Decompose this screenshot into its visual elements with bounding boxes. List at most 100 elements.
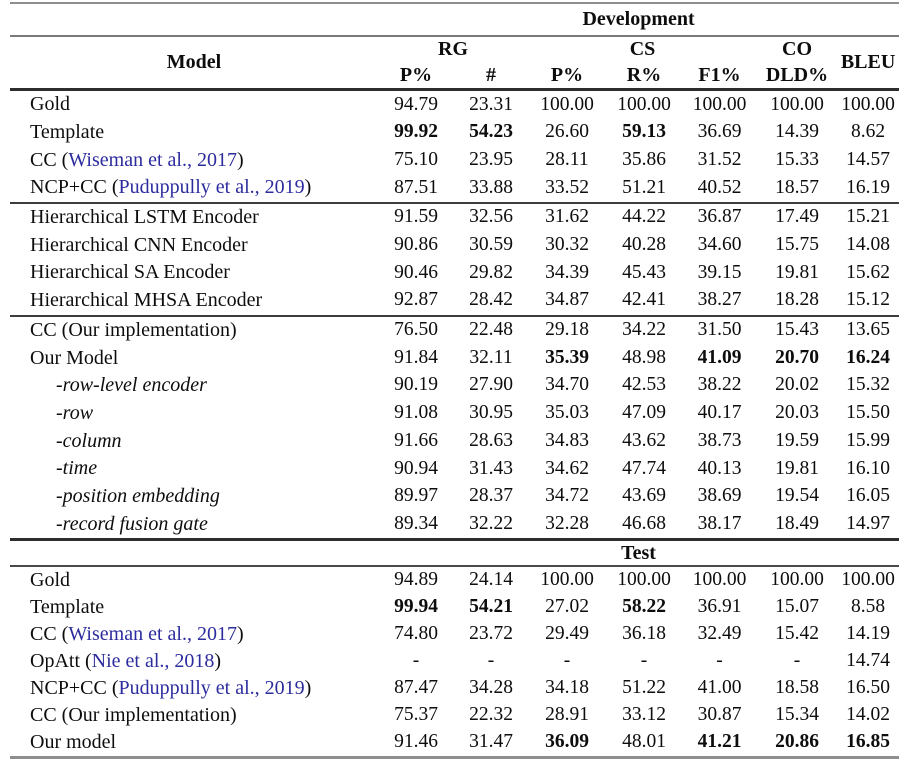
- model-label-suffix: ): [236, 148, 244, 171]
- metric-value: 36.87: [682, 201, 757, 232]
- test-header-row: Test: [10, 538, 900, 567]
- metric-value: 15.32: [846, 374, 890, 396]
- model-name: CC (Our implementation): [10, 314, 378, 345]
- metric-value: 16.05: [846, 485, 890, 507]
- metric-group-header-row: Model RG CS CO BLEU: [10, 36, 900, 91]
- metric-value: 33.12: [622, 704, 666, 726]
- metric-value: 46.68: [622, 512, 666, 534]
- metric-value: 28.42: [469, 289, 513, 311]
- citation-link[interactable]: Nie et al., 2018: [91, 650, 215, 672]
- metric-value: 32.56: [454, 201, 528, 232]
- metric-value: 91.08: [394, 402, 438, 424]
- metric-value: 16.50: [846, 677, 890, 699]
- metric-value: 42.53: [622, 374, 666, 396]
- metric-value: 76.50: [378, 314, 454, 345]
- metric-value: -: [412, 650, 420, 672]
- model-name: Template: [10, 119, 378, 147]
- metric-value: 94.79: [394, 93, 438, 115]
- test-section-title: Test: [378, 538, 900, 567]
- metric-value: 14.57: [846, 148, 890, 170]
- metric-value: 28.37: [469, 485, 513, 507]
- table-row: Gold 94.89 24.14 100.00 100.00 100.00 100.00 10…: [10, 566, 899, 594]
- test-section-body: Gold 94.89 24.14 100.00 100.00 100.00 100.00 10…: [10, 566, 900, 759]
- metric-value: 100.00: [692, 569, 747, 591]
- metric-value: 34.39: [545, 261, 589, 283]
- metric-value: 39.15: [697, 261, 742, 283]
- metric-value: 22.48: [454, 314, 528, 345]
- metric-value: 100.00: [617, 93, 671, 115]
- metric-value: 16.24: [846, 346, 890, 368]
- table-row: -column 91.66 28.63 34.83 43.62 38.73 19.59 15.…: [10, 427, 899, 455]
- metric-value: 92.87: [394, 289, 438, 311]
- citation-link[interactable]: Puduppully et al., 2019: [118, 677, 305, 699]
- table-row: -row-level encoder 90.19 27.90 34.70 42.53 38…: [10, 372, 899, 400]
- model-label: Our Model: [30, 346, 119, 369]
- metric-value: 32.22: [469, 512, 513, 534]
- metric-value: 18.28: [775, 289, 819, 311]
- metric-value: 16.85: [837, 729, 900, 759]
- metric-value: 87.51: [394, 176, 438, 198]
- metric-value: 91.66: [394, 429, 438, 451]
- rg-group-header: RG: [438, 38, 468, 60]
- metric-value: 31.52: [697, 148, 742, 170]
- model-label: OpAtt (: [30, 650, 92, 672]
- metric-value: 32.28: [545, 512, 589, 534]
- metric-value: 47.74: [622, 457, 666, 479]
- table-row: CC (Our implementation) 75.37 22.32 28.91 33…: [10, 702, 899, 729]
- metric-value: 32.11: [469, 346, 513, 368]
- model-name: Hierarchical SA Encoder: [10, 259, 378, 287]
- metric-value: 91.46: [378, 729, 454, 759]
- metric-value: 100.00: [841, 93, 895, 115]
- metric-value: 15.99: [846, 429, 890, 451]
- metric-value: 100.00: [540, 569, 594, 591]
- metric-value: 34.70: [545, 374, 589, 396]
- cs-f1-header: F1%: [682, 62, 757, 91]
- model-label: Hierarchical MHSA Encoder: [30, 289, 263, 312]
- citation-link[interactable]: Wiseman et al., 2017: [68, 623, 237, 645]
- model-label-suffix: ): [214, 650, 222, 672]
- metric-value: 14.97: [846, 512, 890, 534]
- metric-value: 40.17: [697, 402, 742, 424]
- metric-value: 22.32: [469, 704, 513, 726]
- metric-value: 17.49: [757, 201, 837, 232]
- model-name: CC (Wiseman et al., 2017): [10, 621, 378, 648]
- model-label: Hierarchical SA Encoder: [30, 261, 230, 284]
- model-name: Our model: [10, 729, 378, 759]
- model-label: Template: [30, 121, 105, 144]
- metric-value: 38.69: [697, 485, 742, 507]
- table-row: CC (Our implementation) 76.50 22.48 29.18 34…: [10, 314, 900, 345]
- model-name: Gold: [10, 90, 378, 119]
- table-row: -record fusion gate 89.34 32.22 32.28 46.68 3…: [10, 510, 899, 539]
- metric-value: 15.62: [846, 261, 890, 283]
- metric-value: 23.72: [469, 623, 513, 645]
- model-label: NCP+CC (: [30, 176, 119, 199]
- metric-value: 58.22: [622, 596, 666, 618]
- metric-value: 90.19: [394, 374, 438, 396]
- metric-value: 38.17: [697, 512, 742, 534]
- metric-value: 34.87: [545, 289, 589, 311]
- metric-value: 23.31: [469, 93, 513, 115]
- metric-value: 41.21: [682, 729, 757, 759]
- metric-value: 30.32: [545, 234, 589, 256]
- development-header-row: Development: [10, 2, 900, 37]
- metric-value: 30.87: [697, 704, 742, 726]
- metric-value: 34.72: [545, 485, 589, 507]
- metric-value: 19.59: [775, 429, 819, 451]
- citation-link[interactable]: Wiseman et al., 2017: [68, 148, 237, 171]
- model-name: -row: [10, 400, 378, 428]
- metric-value: 100.00: [540, 93, 594, 115]
- metric-value: 54.21: [469, 596, 513, 618]
- metric-value: 19.81: [775, 261, 819, 283]
- development-section-body: Gold 94.79 23.31 100.00 100.00 100.00 100.00 10…: [10, 90, 900, 540]
- metric-value: 15.21: [837, 201, 900, 232]
- metric-value: 23.95: [469, 148, 513, 170]
- metric-value: 74.80: [394, 623, 438, 645]
- model-name: Hierarchical LSTM Encoder: [10, 201, 378, 232]
- metric-value: 31.62: [528, 201, 606, 232]
- metric-value: 14.74: [846, 650, 890, 672]
- citation-link[interactable]: Puduppully et al., 2019: [118, 176, 305, 199]
- metric-value: 48.98: [622, 346, 666, 368]
- model-label: Hierarchical LSTM Encoder: [30, 206, 259, 229]
- model-name: NCP+CC (Puduppully et al., 2019): [10, 174, 378, 203]
- metric-value: 30.59: [469, 234, 513, 256]
